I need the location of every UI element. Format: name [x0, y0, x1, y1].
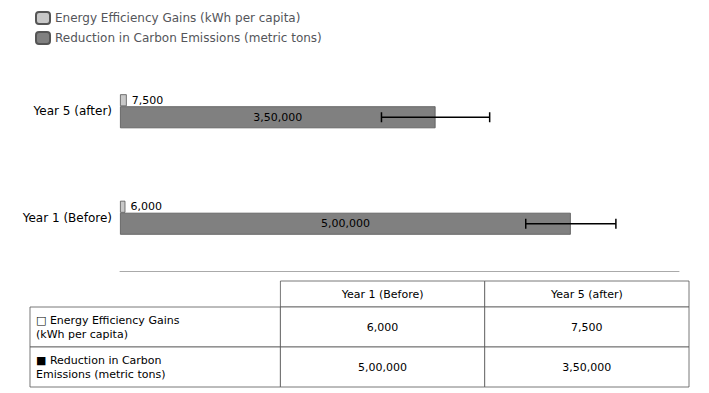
svg-text:□ Energy Efficiency Gains: □ Energy Efficiency Gains [36, 314, 180, 327]
svg-text:Emissions (metric tons): Emissions (metric tons) [36, 368, 165, 381]
svg-text:5,00,000: 5,00,000 [321, 217, 370, 230]
svg-text:Year 5 (after): Year 5 (after) [33, 104, 112, 118]
svg-text:(kWh per capita): (kWh per capita) [36, 328, 128, 341]
svg-text:7,500: 7,500 [132, 94, 164, 107]
svg-text:Year 1 (Before): Year 1 (Before) [341, 288, 424, 301]
svg-text:6,000: 6,000 [130, 200, 162, 213]
svg-text:3,50,000: 3,50,000 [562, 361, 611, 374]
svg-text:Year 1 (Before): Year 1 (Before) [22, 211, 112, 225]
svg-text:Reduction in Carbon Emissions: Reduction in Carbon Emissions (metric to… [55, 31, 322, 45]
svg-text:6,000: 6,000 [367, 321, 399, 334]
svg-text:3,50,000: 3,50,000 [253, 111, 302, 124]
svg-text:Year 5 (after): Year 5 (after) [550, 288, 623, 301]
svg-text:■ Reduction in Carbon: ■ Reduction in Carbon [36, 354, 162, 367]
svg-text:Energy Efficiency Gains (kWh p: Energy Efficiency Gains (kWh per capita) [55, 11, 300, 25]
svg-text:7,500: 7,500 [571, 321, 603, 334]
svg-text:5,00,000: 5,00,000 [358, 361, 407, 374]
